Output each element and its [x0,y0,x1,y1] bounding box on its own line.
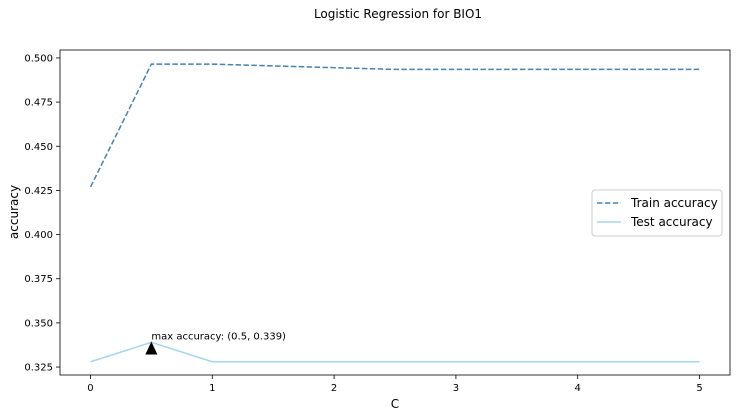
y-tick-label: 0.500 [24,53,53,64]
legend: Train accuracy Test accuracy [591,189,723,237]
x-tick-label: 2 [331,383,337,394]
y-tick-label: 0.325 [24,363,53,374]
x-tick-label: 4 [575,383,581,394]
chart-title: Logistic Regression for BIO1 [314,7,482,21]
legend-items: Train accuracy Test accuracy [597,196,718,229]
series-line-test [90,341,700,363]
y-tick-label: 0.400 [24,230,53,241]
y-axis: 0.325 0.350 0.375 0.400 0.425 0.450 0.475 0.500 [24,53,60,374]
series-layer [89,63,700,363]
max-accuracy-marker [145,341,158,355]
y-tick-label: 0.425 [24,186,53,197]
legend-frame [591,189,723,237]
x-tick-label: 5 [696,383,702,394]
y-tick-label: 0.375 [24,274,53,285]
y-axis-title: accuracy [7,185,21,239]
y-tick-label: 0.450 [24,142,53,153]
x-axis-title: C [391,397,399,411]
legend-label: Train accuracy [630,196,718,210]
max-accuracy-label: max accuracy: (0.5, 0.339) [151,331,286,342]
x-tick-label: 0 [87,383,93,394]
annotation-layer: max accuracy: (0.5, 0.339) [145,331,286,355]
legend-label: Test accuracy [630,215,713,229]
y-tick-label: 0.475 [24,98,53,109]
x-tick-label: 1 [209,383,215,394]
plot-frame [59,49,731,376]
x-axis: 0 1 2 3 4 5 [87,375,703,394]
series-line-train [89,63,700,188]
y-tick-label: 0.350 [24,318,53,329]
plot-area: 0 1 2 3 4 5 0.325 0.350 0.375 0.400 0.425 0.450 0.4… [24,49,731,394]
x-tick-label: 3 [453,383,459,394]
